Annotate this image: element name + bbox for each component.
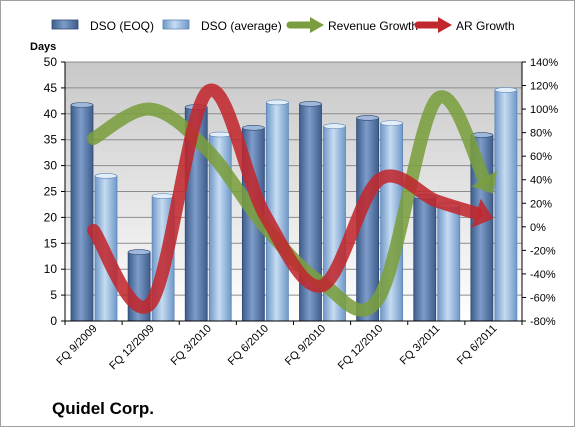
y-left-tick-label: 0 <box>50 314 57 328</box>
legend-label-revenue-growth: Revenue Growth <box>328 19 418 33</box>
bar-cap <box>266 100 288 105</box>
bar-dso-eoq <box>414 197 436 321</box>
legend-label-ar-growth: AR Growth <box>456 19 515 33</box>
bar-cap <box>495 87 517 92</box>
y-left-tick-label: 40 <box>44 107 58 121</box>
legend-label-dso-eoq-: DSO (EOQ) <box>90 19 154 33</box>
y-right-tick-label: 20% <box>530 198 552 210</box>
legend-swatch-dso-average- <box>163 20 189 29</box>
y-right-tick-label: -60% <box>530 292 556 304</box>
y-left-tick-label: 45 <box>44 81 58 95</box>
y-right-tick-label: 40% <box>530 175 552 187</box>
y-left-tick-label: 25 <box>44 185 58 199</box>
y-right-tick-label: 140% <box>530 57 558 69</box>
y-left-tick-label: 15 <box>44 236 58 250</box>
bar-cap <box>209 132 231 137</box>
legend-label-dso-average-: DSO (average) <box>201 19 282 33</box>
y-left-tick-label: 20 <box>44 210 58 224</box>
y-right-tick-label: -40% <box>530 269 556 281</box>
y-left-tick-label: 10 <box>44 262 58 276</box>
bar-dso-average <box>438 205 460 321</box>
y-right-tick-label: -20% <box>530 245 556 257</box>
bar-cap <box>381 121 403 126</box>
y-left-tick-label: 5 <box>50 288 57 302</box>
y-right-tick-label: 100% <box>530 104 558 116</box>
bar-cap <box>71 102 93 107</box>
y-left-tick-label: 35 <box>44 133 58 147</box>
y-left-tick-label: 30 <box>44 159 58 173</box>
bar-dso-average <box>495 90 517 321</box>
y-right-tick-label: 120% <box>530 81 558 93</box>
y-right-tick-label: 80% <box>530 128 552 140</box>
y-right-tick-label: 0% <box>530 222 546 234</box>
chart-title: Quidel Corp. <box>52 399 154 418</box>
y-right-tick-label: 60% <box>530 151 552 163</box>
bar-cap <box>152 194 174 199</box>
y-left-tick-label: 50 <box>44 55 58 69</box>
y-right-tick-label: -80% <box>530 316 556 328</box>
bar-cap <box>357 115 379 120</box>
bar-cap <box>300 101 322 106</box>
bar-cap <box>95 173 117 178</box>
bar-cap <box>242 125 264 130</box>
y-left-label: Days <box>30 41 56 53</box>
legend-swatch-dso-eoq- <box>52 20 78 29</box>
bar-cap <box>128 250 150 255</box>
bar-cap <box>324 124 346 129</box>
